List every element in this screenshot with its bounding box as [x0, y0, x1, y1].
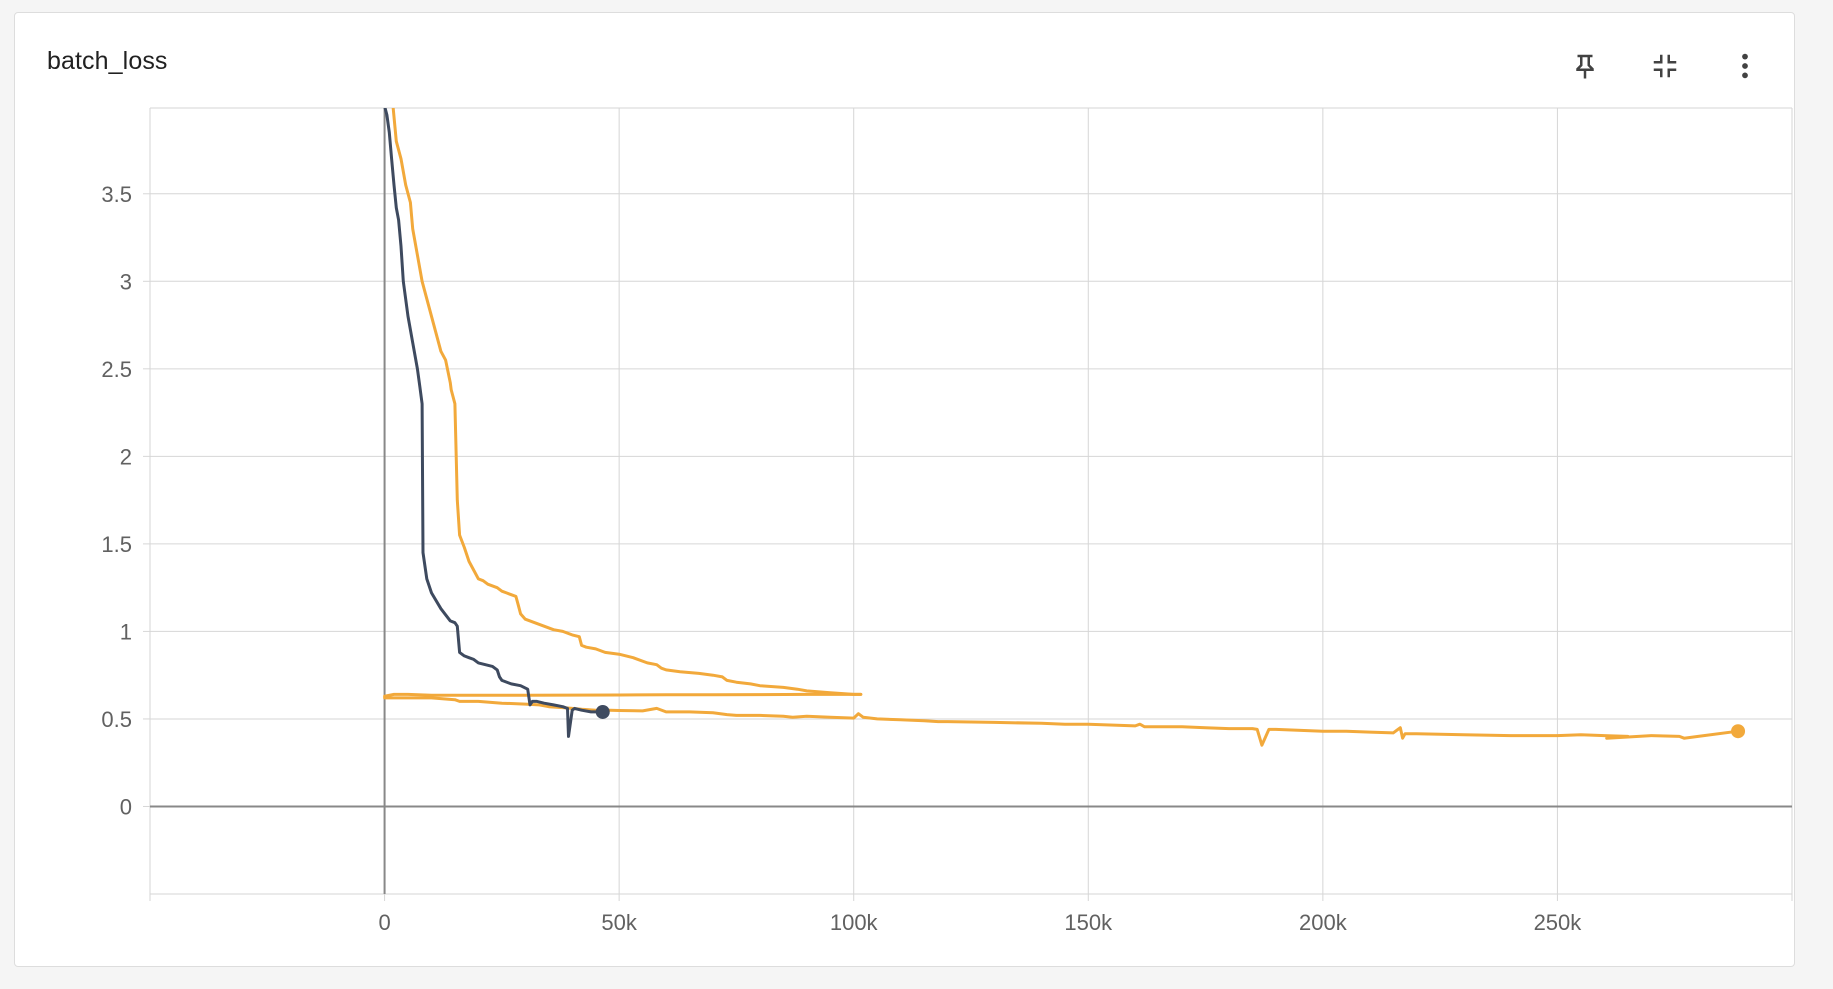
- card-toolbar: [1558, 39, 1772, 93]
- more-options-button[interactable]: [1718, 39, 1772, 93]
- series-end-marker-2: [1731, 724, 1746, 739]
- series-end-marker-3: [595, 704, 610, 719]
- x-tick-label-2: 100k: [830, 910, 879, 935]
- x-tick-label-4: 200k: [1299, 910, 1348, 935]
- y-tick-label-7: 3.5: [101, 182, 132, 207]
- series-line-3: [383, 108, 605, 738]
- y-tick-label-0: 0: [120, 794, 132, 819]
- series-lines: [383, 108, 1740, 747]
- x-tick-label-5: 250k: [1534, 910, 1583, 935]
- tick-labels: 0 50k 100k 150k 200k 250k 0 0.5 1 1.5 2 2.5 3 3.5: [101, 182, 1582, 935]
- x-tick-label-3: 150k: [1064, 910, 1113, 935]
- grid-lines: [149, 107, 1793, 895]
- y-tick-label-6: 3: [120, 269, 132, 294]
- y-tick-label-1: 0.5: [101, 707, 132, 732]
- chart-card: batch_loss: [14, 12, 1795, 967]
- y-tick-label-5: 2.5: [101, 357, 132, 382]
- end-markers: [595, 704, 1746, 739]
- chart-title: batch_loss: [47, 47, 168, 75]
- series-line-1: [383, 692, 863, 698]
- series-line-2: [383, 696, 1740, 747]
- x-tick-label-0: 0: [378, 910, 390, 935]
- more-vert-icon: [1742, 53, 1748, 79]
- series-line-0: [391, 108, 863, 696]
- y-tick-label-4: 2: [120, 444, 132, 469]
- pin-icon: [1576, 54, 1594, 79]
- y-tick-label-3: 1.5: [101, 532, 132, 557]
- x-tick-label-1: 50k: [601, 910, 637, 935]
- y-tick-label-2: 1: [120, 619, 132, 644]
- axes: [143, 108, 1793, 901]
- pin-button[interactable]: [1558, 39, 1612, 93]
